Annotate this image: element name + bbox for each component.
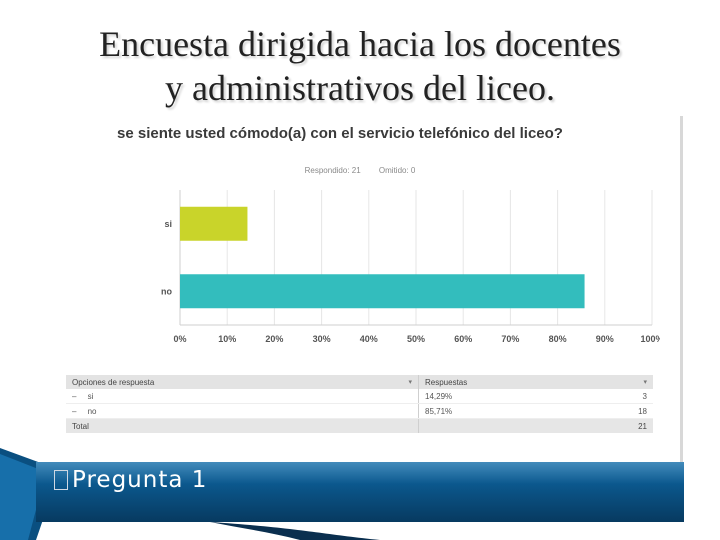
header-responses-cell[interactable]: Respuestas ▾ (418, 375, 653, 389)
x-tick-label: 0% (173, 334, 186, 344)
x-tick-label: 70% (501, 334, 519, 344)
panel-border (680, 116, 683, 466)
x-tick-label: 20% (265, 334, 283, 344)
table-row: – si 14,29% 3 (66, 389, 653, 404)
count-cell: 3 (572, 389, 653, 404)
x-tick-label: 60% (454, 334, 472, 344)
responses-table: Opciones de respuesta ▾ Respuestas ▾ – s… (66, 375, 653, 433)
slide-title-line-1: Encuesta dirigida hacia los docentes (99, 24, 621, 64)
option-label: no (87, 406, 97, 416)
chart-stats: Respondido: 21 Omitido: 0 (200, 166, 520, 175)
option-label: si (87, 391, 94, 401)
sort-caret-icon[interactable]: ▾ (643, 378, 647, 386)
bottom-bar (36, 462, 684, 522)
header-option-label: Opciones de respuesta (72, 377, 155, 387)
percent-cell: 85,71% (418, 403, 573, 419)
percent-cell: 14,29% (418, 389, 573, 404)
table-total-row: Total 21 (66, 418, 653, 433)
category-label: si (164, 219, 172, 229)
category-label: no (161, 286, 172, 296)
row-bullet: – (72, 391, 77, 401)
x-tick-label: 30% (313, 334, 331, 344)
option-cell: – no (66, 403, 419, 419)
respondido-label: Respondido: 21 (304, 166, 361, 175)
header-option-cell[interactable]: Opciones de respuesta ▾ (66, 375, 419, 389)
x-tick-label: 80% (549, 334, 567, 344)
sort-caret-icon[interactable]: ▾ (408, 378, 412, 386)
header-responses-label: Respuestas (425, 377, 468, 387)
x-tick-label: 90% (596, 334, 614, 344)
total-count: 21 (572, 418, 653, 433)
table-row: – no 85,71% 18 (66, 403, 653, 419)
count-cell: 18 (572, 403, 653, 419)
bullet-text: Pregunta 1 (72, 467, 208, 493)
bar-si[interactable] (180, 206, 248, 241)
bullet-box-icon (54, 470, 68, 490)
row-bullet: – (72, 406, 77, 416)
omitido-label: Omitido: 0 (378, 166, 416, 175)
table-header: Opciones de respuesta ▾ Respuestas ▾ (66, 375, 653, 389)
x-tick-label: 50% (407, 334, 425, 344)
option-cell: – si (66, 389, 419, 404)
x-tick-label: 10% (218, 334, 236, 344)
slide-title: Encuesta dirigida hacia los docentes y a… (0, 22, 720, 110)
total-label: Total (66, 418, 419, 433)
chart-title: se siente usted cómodo(a) con el servici… (117, 125, 563, 142)
slide-title-line-2: y administrativos del liceo. (165, 68, 555, 108)
bar-chart: 0% 10% 20% 30% 40% 50% 60% 70% 80% 90% 100% si no (161, 190, 660, 344)
x-tick-label: 40% (360, 334, 378, 344)
x-tick-label: 100% (640, 334, 660, 344)
bar-no[interactable] (180, 274, 585, 309)
